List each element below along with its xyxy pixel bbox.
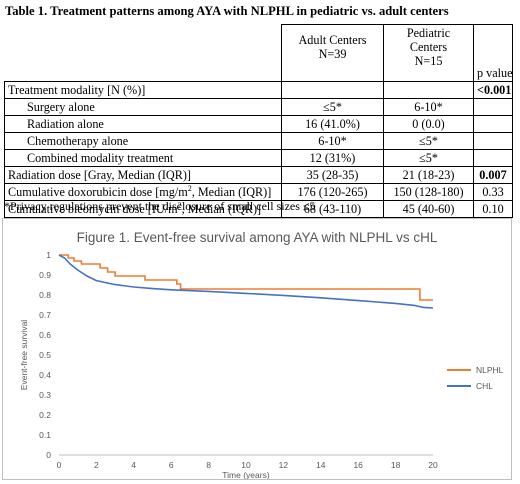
y-tick-labels: 0 0.1 0.2 0.3 0.4 0.5 0.6 0.7 0.8 0.9 1 [39,250,51,460]
pediatric-value: 150 (128-180) [383,183,474,201]
table-row: Radiation dose [Gray, Median (IQR)] 35 (… [4,166,513,184]
x-tick-label: 4 [131,460,136,470]
x-tick-label: 14 [316,460,326,470]
x-tick-label: 20 [428,460,438,470]
series-line-nlphl [59,254,433,301]
x-tick-label: 2 [94,460,99,470]
header-adult-centers: Adult Centers N=39 [281,24,384,82]
row-label: Radiation dose [Gray, Median (IQR)] [4,166,282,184]
treatment-table: Adult Centers N=39 Pediatric Centers N=15 p… [4,24,513,218]
pediatric-value: 45 (40-60) [383,200,474,218]
pediatric-value: ≤5* [383,149,474,167]
row-label: Cumulative doxorubicin dose [mg/m2, Medi… [4,183,282,201]
x-axis-label: Time (years) [222,470,270,479]
pediatric-value: 21 (18-23) [383,166,474,184]
chart-title: Figure 1. Event-free survival among AYA … [77,230,438,245]
p-value [473,98,513,116]
y-tick-label: 0.9 [39,270,51,280]
row-label: Combined modality treatment [4,149,282,167]
row-label: Chemotherapy alone [4,132,282,150]
p-value: 0.10 [473,200,513,218]
adult-value: 68 (43-110) [281,200,384,218]
row-label: Radiation alone [4,115,282,133]
survival-figure: Figure 1. Event-free survival among AYA … [2,218,512,480]
x-tick-label: 0 [57,460,62,470]
chart-legend: NLPHL CHL [447,365,504,391]
table-row: Cumulative bleomycin dose [IU/m2, Median… [4,200,513,218]
table-header-row: Adult Centers N=39 Pediatric Centers N=15 p… [4,24,513,82]
table-row: Radiation alone 16 (41.0%) 0 (0.0) [4,115,513,133]
pediatric-value [383,81,474,99]
table-row: Chemotherapy alone 6-10* ≤5* [4,132,513,150]
y-tick-label: 0.1 [39,430,51,440]
series-lines [58,254,434,309]
header-p-value: p value [473,24,513,82]
pediatric-value: ≤5* [383,132,474,150]
x-tick-label: 18 [391,460,401,470]
header-pediatric-centers: Pediatric Centers N=15 [383,24,474,82]
table-footnote: *Privacy regulations prevent the disclos… [4,199,316,213]
p-value: 0.007 [473,166,513,184]
adult-value: 16 (41.0%) [281,115,384,133]
adult-value: 35 (28-35) [281,166,384,184]
x-tick-label: 10 [241,460,251,470]
x-tick-labels: 0 2 4 6 8 10 12 14 16 18 20 [57,460,438,470]
table-row: Cumulative doxorubicin dose [mg/m2, Medi… [4,183,513,201]
y-tick-label: 0.7 [39,310,51,320]
p-value [473,149,513,167]
y-tick-label: 0.3 [39,390,51,400]
legend-label: NLPHL [476,365,504,375]
y-tick-label: 0.2 [39,410,51,420]
legend-label: CHL [476,381,493,391]
p-value [473,132,513,150]
table-row: Surgery alone ≤5* 6-10* [4,98,513,116]
y-tick-label: 0.6 [39,330,51,340]
pediatric-value: 6-10* [383,98,474,116]
header-blank-cell [4,24,282,82]
y-tick-label: 0.8 [39,290,51,300]
p-value [473,115,513,133]
p-value: <0.001 [473,81,513,99]
row-label: Surgery alone [4,98,282,116]
survival-chart: Figure 1. Event-free survival among AYA … [19,230,504,479]
table-row: Combined modality treatment 12 (31%) ≤5* [4,149,513,167]
adult-value: 6-10* [281,132,384,150]
table-title: Table 1. Treatment patterns among AYA wi… [5,4,449,18]
y-axis-label: Event-free survival [19,320,29,390]
series-line-chl [58,254,434,309]
y-tick-label: 0.4 [39,370,51,380]
adult-value: 176 (120-265) [281,183,384,201]
pediatric-value: 0 (0.0) [383,115,474,133]
p-value: 0.33 [473,183,513,201]
x-tick-label: 16 [353,460,363,470]
x-tick-label: 6 [169,460,174,470]
adult-value: ≤5* [281,98,384,116]
adult-value: 12 (31%) [281,149,384,167]
row-label: Treatment modality [N (%)] [4,81,282,99]
adult-value [281,81,384,99]
table-row: Treatment modality [N (%)] <0.001 [4,81,513,99]
y-tick-label: 1 [46,250,51,260]
row-label: Cumulative bleomycin dose [IU/m2, Median… [4,200,282,218]
x-tick-label: 8 [206,460,211,470]
y-tick-label: 0.5 [39,350,51,360]
y-tick-label: 0 [46,450,51,460]
x-tick-label: 12 [279,460,289,470]
